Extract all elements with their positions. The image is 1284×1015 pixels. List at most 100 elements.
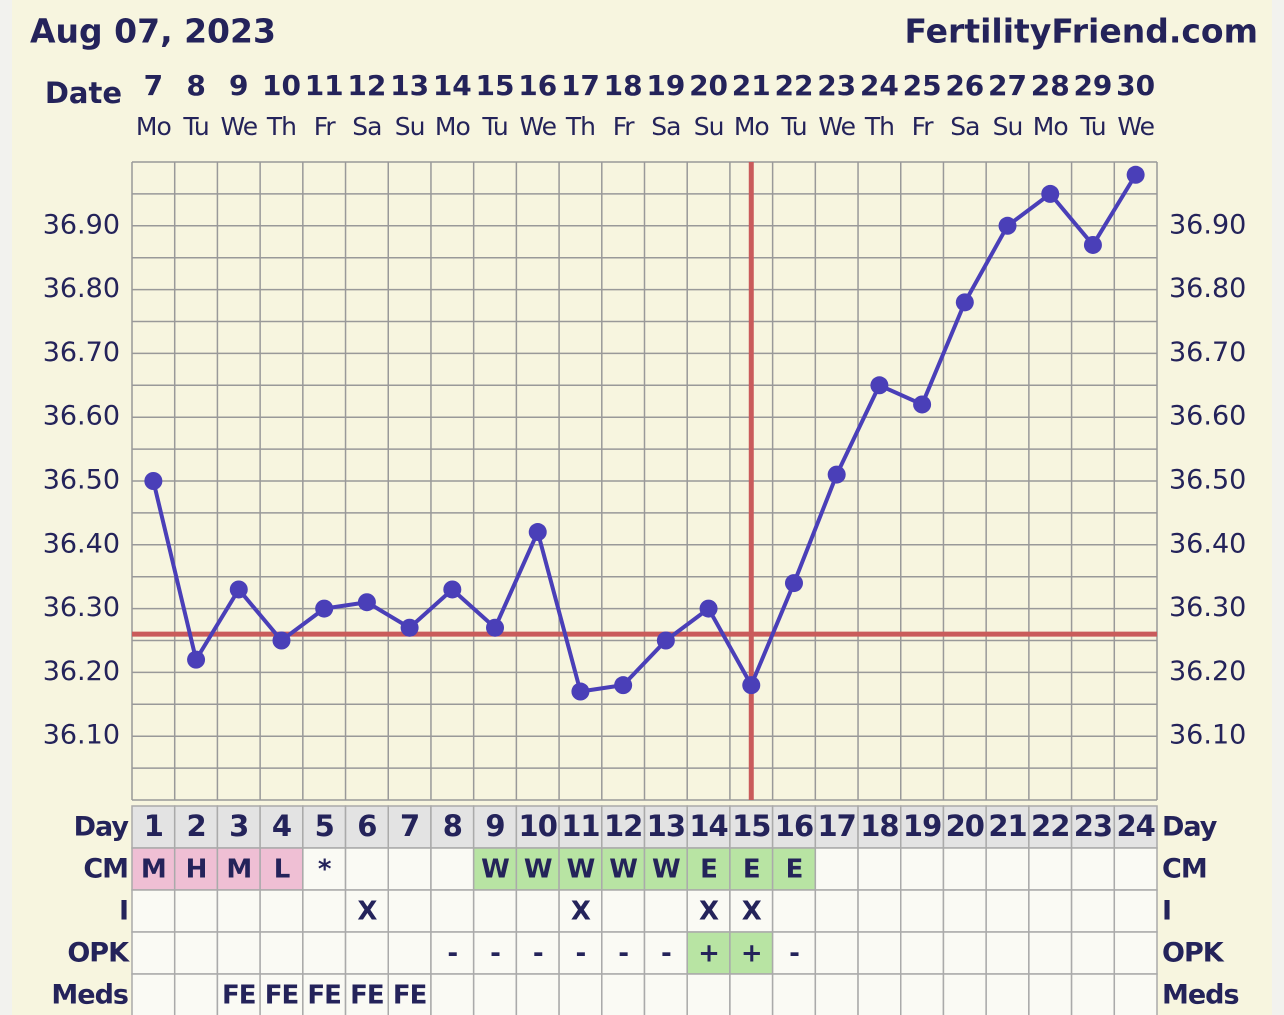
row-label-right: Meds [1162, 980, 1239, 1011]
cell-text: 16 [775, 809, 813, 843]
table-cell [1113, 847, 1158, 891]
cell-text: 22 [1031, 809, 1069, 843]
table-cell [216, 805, 261, 849]
temperature-point [187, 650, 206, 669]
table-cell [515, 973, 560, 1015]
table-cell [302, 805, 347, 849]
cell-text: X [742, 897, 762, 927]
table-cell [430, 931, 475, 975]
table-cell [302, 847, 347, 891]
weekday-label: Tu [1079, 112, 1105, 141]
weekday-label: Sa [651, 112, 680, 141]
table-cell [472, 805, 518, 849]
table-cell [259, 889, 304, 933]
table-cell [601, 847, 646, 891]
table-cell [259, 931, 304, 975]
y-tick-label: 36.70 [43, 337, 120, 368]
weekday-label: We [1117, 112, 1154, 141]
table-cell [942, 889, 987, 933]
cell-text: W [609, 855, 637, 885]
date-label: 12 [347, 69, 386, 102]
weekday-label: Fr [613, 112, 636, 141]
cell-text: 6 [357, 809, 376, 843]
table-cell [173, 889, 219, 933]
table-cell [302, 889, 347, 933]
table-cell [686, 973, 731, 1015]
cell-text: + [741, 939, 762, 969]
temperature-point [870, 376, 889, 395]
table-cell [344, 973, 389, 1015]
weekday-label: Th [565, 112, 595, 141]
date-label: 20 [689, 69, 728, 102]
weekday-label: Su [993, 112, 1023, 141]
cell-text: 12 [604, 809, 642, 843]
table-cell [857, 973, 902, 1015]
table-cell [1113, 973, 1158, 1015]
table-cell [216, 973, 261, 1015]
y-tick-label-right: 36.70 [1169, 337, 1246, 368]
y-tick-label: 36.30 [43, 592, 120, 623]
table-cell [771, 973, 817, 1015]
y-tick-label: 36.90 [43, 209, 120, 240]
cell-text: 7 [400, 809, 419, 843]
temperature-point [315, 599, 334, 618]
cell-text: 21 [988, 809, 1026, 843]
table-cell [857, 889, 902, 933]
table-cell [387, 931, 432, 975]
date-label: 15 [476, 69, 515, 102]
date-label: 25 [903, 69, 942, 102]
row-label-right: OPK [1162, 938, 1225, 969]
cell-text: - [618, 939, 628, 969]
cell-text: W [481, 855, 509, 885]
table-cell [900, 889, 945, 933]
table-cell [900, 931, 945, 975]
cell-text: FE [265, 981, 299, 1011]
date-label: 22 [774, 69, 813, 102]
temperature-point [443, 580, 462, 599]
table-cell [857, 805, 902, 849]
table-cell [1028, 973, 1073, 1015]
table-cell [387, 805, 432, 849]
weekday-label: Th [864, 112, 894, 141]
table-cell [643, 973, 688, 1015]
date-label: 16 [518, 69, 557, 102]
weekday-label: Mo [1033, 112, 1068, 141]
table-cell [558, 847, 603, 891]
table-cell [173, 973, 219, 1015]
weekday-label: Su [395, 112, 425, 141]
weekday-label: We [818, 112, 855, 141]
date-label: 26 [945, 69, 984, 102]
cell-text: 23 [1074, 809, 1112, 843]
date-label: 18 [604, 69, 643, 102]
temperature-point [571, 682, 590, 701]
weekday-label: Tu [780, 112, 806, 141]
cell-text: 24 [1116, 809, 1154, 843]
table-cell [985, 931, 1030, 975]
y-tick-label: 36.10 [43, 720, 120, 751]
table-cell [131, 805, 176, 849]
weekday-label: Fr [912, 112, 935, 141]
chart-title: Aug 07, 2023 [30, 12, 276, 51]
date-label: 7 [144, 69, 163, 102]
date-label: 19 [646, 69, 685, 102]
table-cell [430, 847, 475, 891]
cell-text: 1 [144, 809, 163, 843]
cell-text: * [318, 855, 332, 885]
cell-text: 9 [485, 809, 504, 843]
date-label: Date [45, 76, 122, 110]
cell-text: 19 [903, 809, 941, 843]
date-label: 17 [561, 69, 600, 102]
table-cell [1113, 931, 1158, 975]
table-cell [729, 973, 774, 1015]
weekday-label: Mo [734, 112, 769, 141]
table-cell [216, 847, 261, 891]
y-tick-label: 36.20 [43, 656, 120, 687]
table-cell [472, 931, 518, 975]
table-cell [686, 805, 731, 849]
cell-text: - [447, 939, 457, 969]
weekday-label: Tu [182, 112, 208, 141]
temperature-point [784, 574, 803, 593]
table-cell [430, 973, 475, 1015]
y-tick-label-right: 36.80 [1169, 273, 1246, 304]
table-cell [344, 931, 389, 975]
